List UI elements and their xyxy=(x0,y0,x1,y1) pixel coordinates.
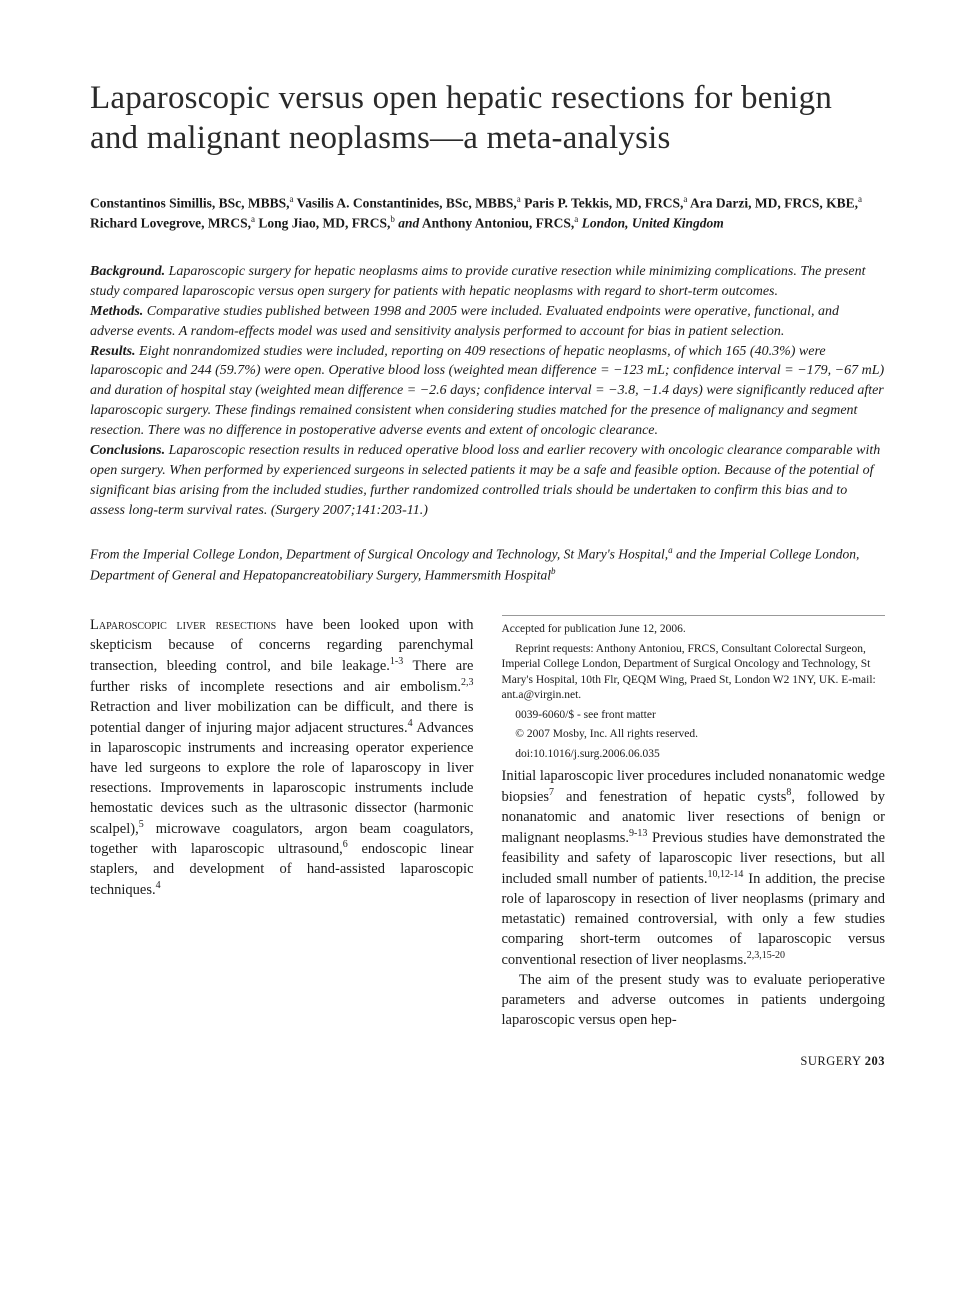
abstract-results: Results. Eight nonrandomized studies wer… xyxy=(90,342,885,441)
abstract-methods: Methods. Comparative studies published b… xyxy=(90,302,885,342)
abstract-background-text: Laparoscopic surgery for hepatic neoplas… xyxy=(90,264,866,299)
footer-journal: SURGERY xyxy=(800,1054,861,1068)
affiliations: From the Imperial College London, Depart… xyxy=(90,544,885,585)
footnote-doi: doi:10.1016/j.surg.2006.06.035 xyxy=(502,747,886,763)
abstract-conclusions: Conclusions. Laparoscopic resection resu… xyxy=(90,441,885,521)
body-paragraph-3: The aim of the present study was to eval… xyxy=(502,970,886,1030)
body-paragraph-2: Initial laparoscopic liver procedures in… xyxy=(502,766,886,969)
abstract-background: Background. Laparoscopic surgery for hep… xyxy=(90,262,885,302)
abstract-background-label: Background. xyxy=(90,264,165,279)
abstract-results-text: Eight nonrandomized studies were include… xyxy=(90,344,884,439)
footnote-accepted: Accepted for publication June 12, 2006. xyxy=(502,622,886,638)
abstract-methods-label: Methods. xyxy=(90,304,143,319)
footnotes-block: Accepted for publication June 12, 2006. … xyxy=(502,615,886,762)
body-columns: Laparoscopic liver resections have been … xyxy=(90,615,885,1029)
abstract-block: Background. Laparoscopic surgery for hep… xyxy=(90,262,885,520)
abstract-conclusions-text: Laparoscopic resection results in reduce… xyxy=(90,443,880,518)
author-list: Constantinos Simillis, BSc, MBBS,a Vasil… xyxy=(90,193,885,235)
abstract-conclusions-label: Conclusions. xyxy=(90,443,165,458)
page-footer: SURGERY 203 xyxy=(90,1054,885,1069)
footer-page-number: 203 xyxy=(865,1054,885,1068)
abstract-results-label: Results. xyxy=(90,344,136,359)
footnote-reprint: Reprint requests: Anthony Antoniou, FRCS… xyxy=(502,642,886,704)
abstract-methods-text: Comparative studies published between 19… xyxy=(90,304,839,339)
body-paragraph-1: Laparoscopic liver resections have been … xyxy=(90,615,474,900)
footnote-copyright: © 2007 Mosby, Inc. All rights reserved. xyxy=(502,727,886,743)
article-title: Laparoscopic versus open hepatic resecti… xyxy=(90,78,885,159)
footnote-issn: 0039-6060/$ - see front matter xyxy=(502,708,886,724)
